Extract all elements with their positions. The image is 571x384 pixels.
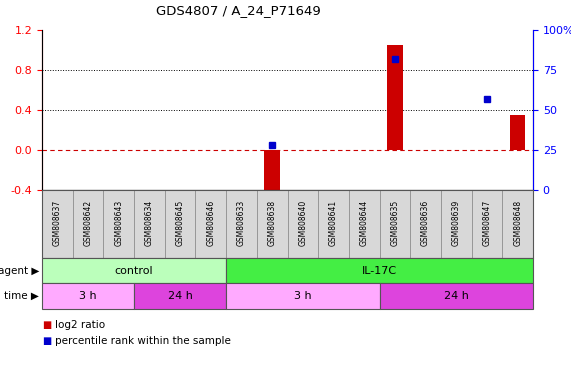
Bar [441, 190, 472, 258]
Text: 3 h: 3 h [79, 291, 97, 301]
Text: GSM808644: GSM808644 [360, 200, 369, 246]
Text: control: control [115, 265, 154, 275]
Bar [226, 258, 533, 283]
Text: GSM808643: GSM808643 [114, 200, 123, 246]
Text: GSM808642: GSM808642 [83, 200, 93, 246]
Bar [226, 190, 257, 258]
Text: GSM808636: GSM808636 [421, 200, 430, 246]
Bar [349, 190, 380, 258]
Text: GSM808635: GSM808635 [391, 200, 399, 246]
Text: 24 h: 24 h [444, 291, 469, 301]
Text: GSM808639: GSM808639 [452, 200, 461, 246]
Text: log2 ratio: log2 ratio [55, 320, 104, 330]
Bar [264, 150, 280, 193]
Text: percentile rank within the sample: percentile rank within the sample [55, 336, 231, 346]
Text: IL-17C: IL-17C [362, 265, 397, 275]
Bar [134, 190, 165, 258]
Bar [472, 190, 502, 258]
Bar [103, 190, 134, 258]
Text: GDS4807 / A_24_P71649: GDS4807 / A_24_P71649 [156, 5, 321, 18]
Bar [73, 190, 103, 258]
Text: GSM808641: GSM808641 [329, 200, 338, 246]
Bar [195, 190, 226, 258]
Text: agent ▶: agent ▶ [0, 265, 39, 275]
Text: GSM808633: GSM808633 [237, 200, 246, 246]
Bar [226, 283, 380, 309]
Text: GSM808645: GSM808645 [176, 200, 184, 246]
Text: GSM808647: GSM808647 [482, 200, 492, 246]
Text: ■: ■ [42, 336, 51, 346]
Bar [257, 190, 288, 258]
Bar [502, 190, 533, 258]
Text: GSM808646: GSM808646 [206, 200, 215, 246]
Bar [510, 115, 525, 150]
Text: GSM808638: GSM808638 [268, 200, 277, 246]
Bar [42, 190, 73, 258]
Bar [288, 190, 318, 258]
Text: ■: ■ [42, 320, 51, 330]
Bar [410, 190, 441, 258]
Text: GSM808634: GSM808634 [145, 200, 154, 246]
Bar [380, 283, 533, 309]
Text: 3 h: 3 h [294, 291, 312, 301]
Bar [380, 190, 410, 258]
Text: 24 h: 24 h [168, 291, 192, 301]
Text: GSM808637: GSM808637 [53, 200, 62, 246]
Bar [165, 190, 195, 258]
Bar [318, 190, 349, 258]
Text: GSM808640: GSM808640 [298, 200, 307, 246]
Text: GSM808648: GSM808648 [513, 200, 522, 246]
Bar [134, 283, 226, 309]
Bar [42, 258, 226, 283]
Bar [42, 283, 134, 309]
Bar [387, 45, 403, 150]
Text: time ▶: time ▶ [4, 291, 39, 301]
